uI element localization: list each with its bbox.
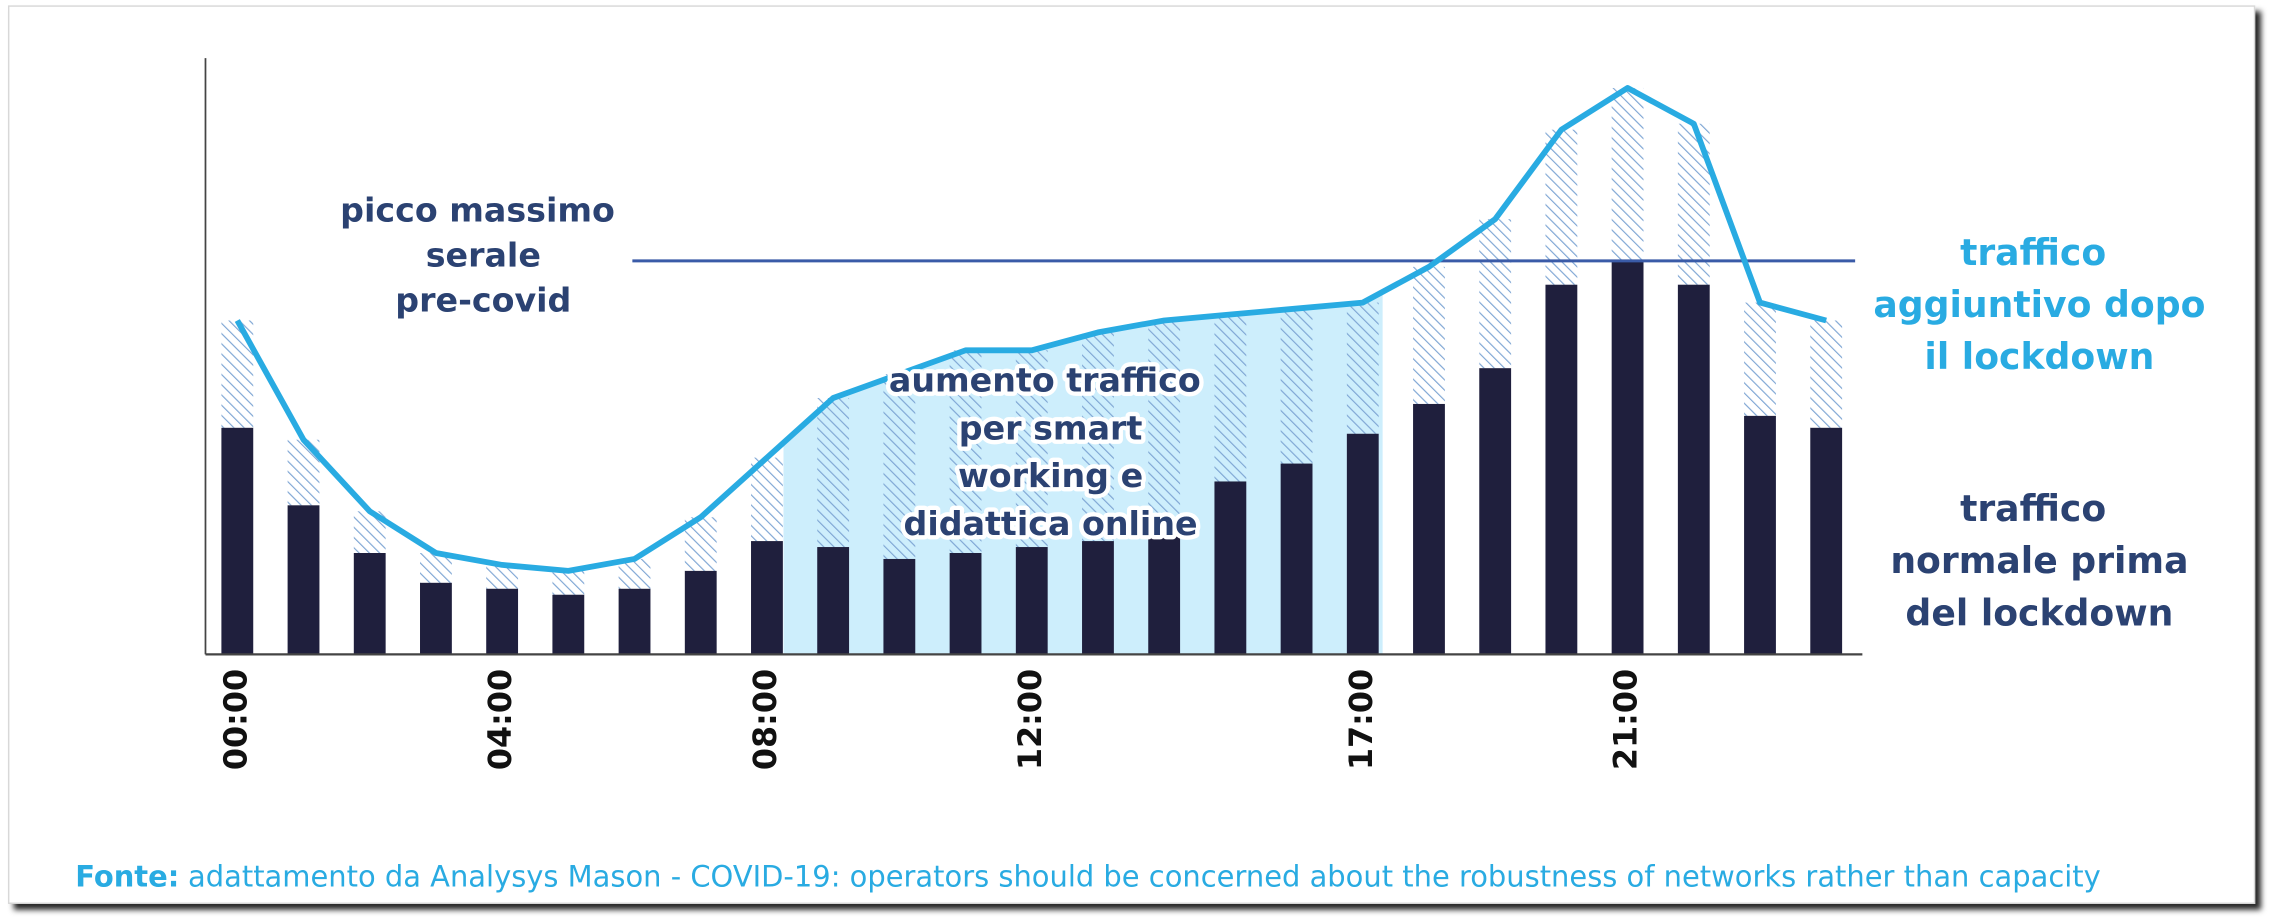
added-traffic-bar — [1148, 320, 1181, 536]
added-traffic-bar — [1413, 266, 1445, 404]
added-traffic-bar — [1545, 129, 1578, 285]
added-traffic-bar — [552, 570, 585, 595]
normal-traffic-bar — [221, 427, 254, 655]
added-traffic-bar — [1744, 302, 1776, 416]
normal-traffic-bar — [1346, 433, 1379, 655]
normal-traffic-bar — [1214, 481, 1247, 655]
normal-traffic-bar — [420, 582, 452, 655]
normal-traffic-bar — [751, 541, 783, 655]
normal-traffic-bar — [1744, 415, 1776, 655]
added-traffic-bar — [1280, 308, 1313, 464]
plot-area: 00:00 04:00 08:00 12:00 17:00 21:00 picco mass… — [204, 58, 2206, 770]
normal-traffic-bar — [1677, 284, 1710, 655]
normal-traffic-bar — [1280, 463, 1313, 655]
normal-traffic-bar — [1413, 403, 1445, 655]
normal-traffic-bar — [353, 553, 386, 655]
normal-traffic-bar — [486, 588, 519, 655]
reference-label: picco massimo serale pre-covid — [340, 190, 615, 319]
added-traffic-bar — [1611, 87, 1644, 261]
source-label: Fonte: — [75, 860, 179, 894]
added-traffic-bar — [751, 457, 783, 542]
normal-traffic-bar — [618, 588, 651, 655]
legend-label: traffico normale prima del lockdown — [1878, 487, 2189, 634]
normal-traffic-bar — [1015, 547, 1048, 655]
added-traffic-bar — [1346, 302, 1379, 434]
normal-traffic-bar — [684, 570, 717, 655]
added-traffic-bar — [883, 374, 916, 559]
normal-traffic-bar — [883, 558, 916, 655]
added-traffic-bar — [1810, 320, 1843, 428]
normal-traffic-bar — [552, 594, 585, 655]
source-note: Fonte: adattamento da Analysys Mason - CO… — [75, 860, 2101, 894]
normal-traffic-bar — [1810, 427, 1843, 655]
after-lockdown-line — [234, 85, 1827, 574]
normal-traffic-bar — [1148, 535, 1181, 655]
highlight-label: aumento traffico per smart working e did… — [889, 360, 1201, 542]
normal-traffic-bar — [1479, 368, 1512, 655]
added-traffic-bar — [420, 553, 452, 583]
added-traffic-bar — [618, 558, 651, 589]
normal-traffic-bar — [817, 547, 850, 655]
added-traffic-bar — [1214, 314, 1247, 482]
normal-traffic-bar — [287, 505, 320, 655]
normal-traffic-bar — [1082, 541, 1114, 655]
x-tick-label: 21:00 — [1607, 669, 1645, 770]
normal-traffic-bar — [1611, 260, 1644, 655]
x-tick-label: 00:00 — [216, 669, 254, 770]
x-tick-label: 04:00 — [481, 669, 519, 770]
normal-traffic-bar — [1545, 284, 1578, 655]
added-traffic-bar — [817, 397, 850, 548]
added-traffic-bar — [1082, 332, 1114, 542]
added-traffic-bar — [486, 564, 519, 589]
x-tick-label: 12:00 — [1011, 669, 1049, 770]
added-traffic-bar — [949, 350, 982, 554]
normal-traffic-bar — [949, 553, 982, 655]
x-tick-label: 08:00 — [746, 669, 784, 770]
legend-label: traffico aggiuntivo dopo il lockdown — [1861, 231, 2206, 378]
added-traffic-bar — [1015, 350, 1048, 548]
source-text: adattamento da Analysys Mason - COVID-19… — [188, 860, 2101, 894]
added-traffic-bar — [1479, 219, 1512, 369]
x-tick-label: 17:00 — [1342, 669, 1380, 770]
